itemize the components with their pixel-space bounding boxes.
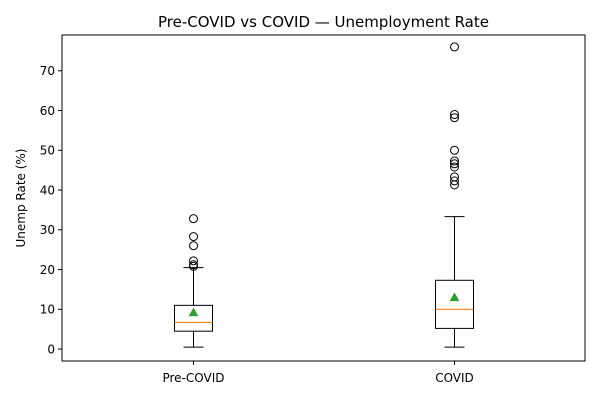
outlier-point (450, 159, 459, 169)
mean-marker (188, 307, 199, 317)
outlier-point (450, 110, 459, 120)
outlier-point (189, 232, 198, 242)
box-group (174, 214, 213, 348)
outlier-point (450, 172, 459, 182)
box-group (435, 42, 474, 348)
chart-title: Pre-COVID vs COVID — Unemployment Rate (158, 13, 489, 31)
outlier-point (189, 256, 198, 266)
iqr-box (435, 279, 474, 329)
plot-frame (61, 34, 586, 362)
y-axis: 0 10 20 30 40 50 60 70 (40, 64, 62, 356)
outlier-point (450, 176, 459, 186)
x-axis: Pre-COVID COVID (162, 361, 474, 385)
outlier-point (450, 162, 459, 172)
x-tick-label: COVID (435, 371, 474, 385)
y-tick-label: 70 (40, 64, 55, 78)
y-tick-label: 50 (40, 144, 55, 158)
outlier-point (189, 241, 198, 251)
x-tick-label: Pre-COVID (162, 371, 224, 385)
outlier-point (189, 214, 198, 224)
y-axis-label: Unemp Rate (%) (14, 149, 28, 248)
outlier-point (450, 113, 459, 123)
y-tick-label: 30 (40, 223, 55, 237)
outlier-point (189, 260, 198, 270)
y-tick-label: 40 (40, 183, 55, 197)
outlier-point (450, 42, 459, 52)
y-tick-label: 20 (40, 263, 55, 277)
iqr-box (174, 304, 213, 332)
outlier-point (450, 145, 459, 155)
mean-marker (449, 292, 460, 302)
y-tick-label: 60 (40, 104, 55, 118)
plot-area (174, 42, 474, 348)
y-tick-label: 0 (47, 342, 55, 356)
y-tick-label: 10 (40, 303, 55, 317)
outlier-point (450, 156, 459, 166)
